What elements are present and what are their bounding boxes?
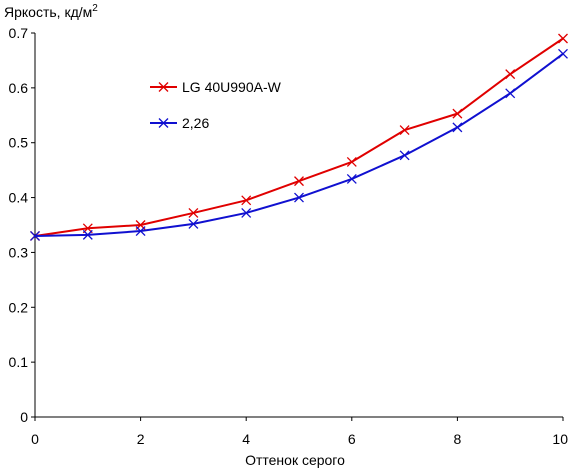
data-point <box>452 108 463 119</box>
y-axis-title-text: Яркость, кд/м <box>4 4 92 20</box>
x-ticks: 0 2 4 6 8 10 <box>31 417 568 447</box>
y-ticks: 0 0.1 0.2 0.3 0.4 0.5 0.6 0.7 <box>9 25 35 425</box>
data-point <box>346 173 357 184</box>
legend-label: LG 40U990A-W <box>182 79 282 95</box>
data-point <box>188 218 199 229</box>
data-point <box>241 207 252 218</box>
x-tick-label: 8 <box>454 431 462 447</box>
data-point <box>505 88 516 99</box>
data-point <box>135 226 146 236</box>
y-tick-label: 0.3 <box>9 244 29 260</box>
legend-label: 2,26 <box>182 115 209 131</box>
data-point <box>399 125 410 136</box>
y-tick-label: 0.1 <box>9 354 29 370</box>
data-point <box>30 231 40 241</box>
y-tick-label: 0.6 <box>9 80 29 96</box>
x-tick-label: 10 <box>552 431 568 447</box>
y-tick-label: 0.7 <box>9 25 29 41</box>
y-tick-label: 0.5 <box>9 135 29 151</box>
series-line <box>34 37 564 237</box>
legend-marker <box>158 82 169 92</box>
data-point <box>505 69 516 80</box>
data-point <box>346 156 357 167</box>
y-tick-label: 0.2 <box>9 299 29 315</box>
y-tick-label: 0.4 <box>9 190 29 206</box>
x-axis-title: Оттенок серого <box>245 452 345 468</box>
data-point <box>399 150 410 161</box>
series-line <box>34 53 564 237</box>
data-point <box>558 33 568 44</box>
x-tick-label: 6 <box>348 431 356 447</box>
legend: LG 40U990A-W 2,26 <box>150 79 282 131</box>
data-point <box>452 122 463 133</box>
x-tick-label: 2 <box>137 431 145 447</box>
y-axis-title-superscript: 2 <box>92 3 98 14</box>
x-tick-label: 0 <box>31 431 39 447</box>
data-point <box>294 176 304 187</box>
data-point <box>188 207 199 218</box>
series-2 <box>30 48 568 241</box>
legend-item: LG 40U990A-W <box>150 79 282 95</box>
data-point <box>82 229 93 240</box>
x-tick-label: 4 <box>242 431 250 447</box>
series-layer <box>30 33 568 241</box>
y-axis-title: Яркость, кд/м2 <box>4 3 98 20</box>
axes <box>34 33 563 418</box>
legend-marker <box>158 118 169 128</box>
data-point <box>241 195 252 206</box>
data-point <box>558 48 568 59</box>
series-1 <box>30 33 568 241</box>
data-point <box>294 192 304 203</box>
y-tick-label: 0 <box>20 409 28 425</box>
legend-item: 2,26 <box>150 115 209 131</box>
